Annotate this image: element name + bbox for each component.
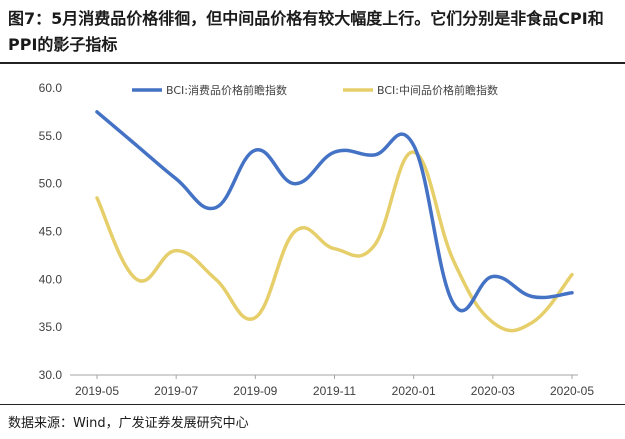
line-chart: 30.035.040.045.050.055.060.0 2019-05 2019… [39,81,595,398]
x-tick-label: 2019-07 [154,384,198,398]
y-tick-label: 40.0 [39,272,63,286]
x-axis: 2019-05 2019-07 2019-09 2019-11 2020-01 2020-… [70,374,594,398]
x-tick-label: 2019-05 [75,384,119,398]
x-tick-label: 2020-03 [471,384,515,398]
y-axis: 30.0 35.0 40.0 45.0 50.0 55.0 60.0 [39,81,63,382]
series-lines [95,110,574,333]
x-tick-label: 2020-01 [392,384,436,398]
x-tick-label: 2019-09 [233,384,277,398]
y-tick-label: 35.0 [39,320,63,334]
x-tick-label: 2020-05 [550,384,594,398]
y-tick-label: 45.0 [39,225,63,239]
source-divider [0,404,625,405]
series-line-1 [95,150,574,333]
y-tick-label: 50.0 [39,177,63,191]
chart-title: 图7：5月消费品价格徘徊，但中间品价格有较大幅度上行。它们分别是非食品CPI和P… [8,9,604,54]
y-tick-label: 30.0 [39,368,63,382]
y-tick-label: 55.0 [39,129,63,143]
legend: BCI:消费品价格前瞻指数 BCI:中间品价格前瞻指数 [132,83,498,97]
source-note: 数据来源：Wind，广发证券发展研究中心 [8,416,249,431]
legend-label-1: BCI:中间品价格前瞻指数 [377,83,498,97]
series-line-0 [95,110,574,313]
title-divider [0,62,625,64]
x-tick-label: 2019-11 [313,384,356,398]
y-tick-label: 60.0 [39,81,63,95]
legend-label-0: BCI:消费品价格前瞻指数 [166,83,287,97]
